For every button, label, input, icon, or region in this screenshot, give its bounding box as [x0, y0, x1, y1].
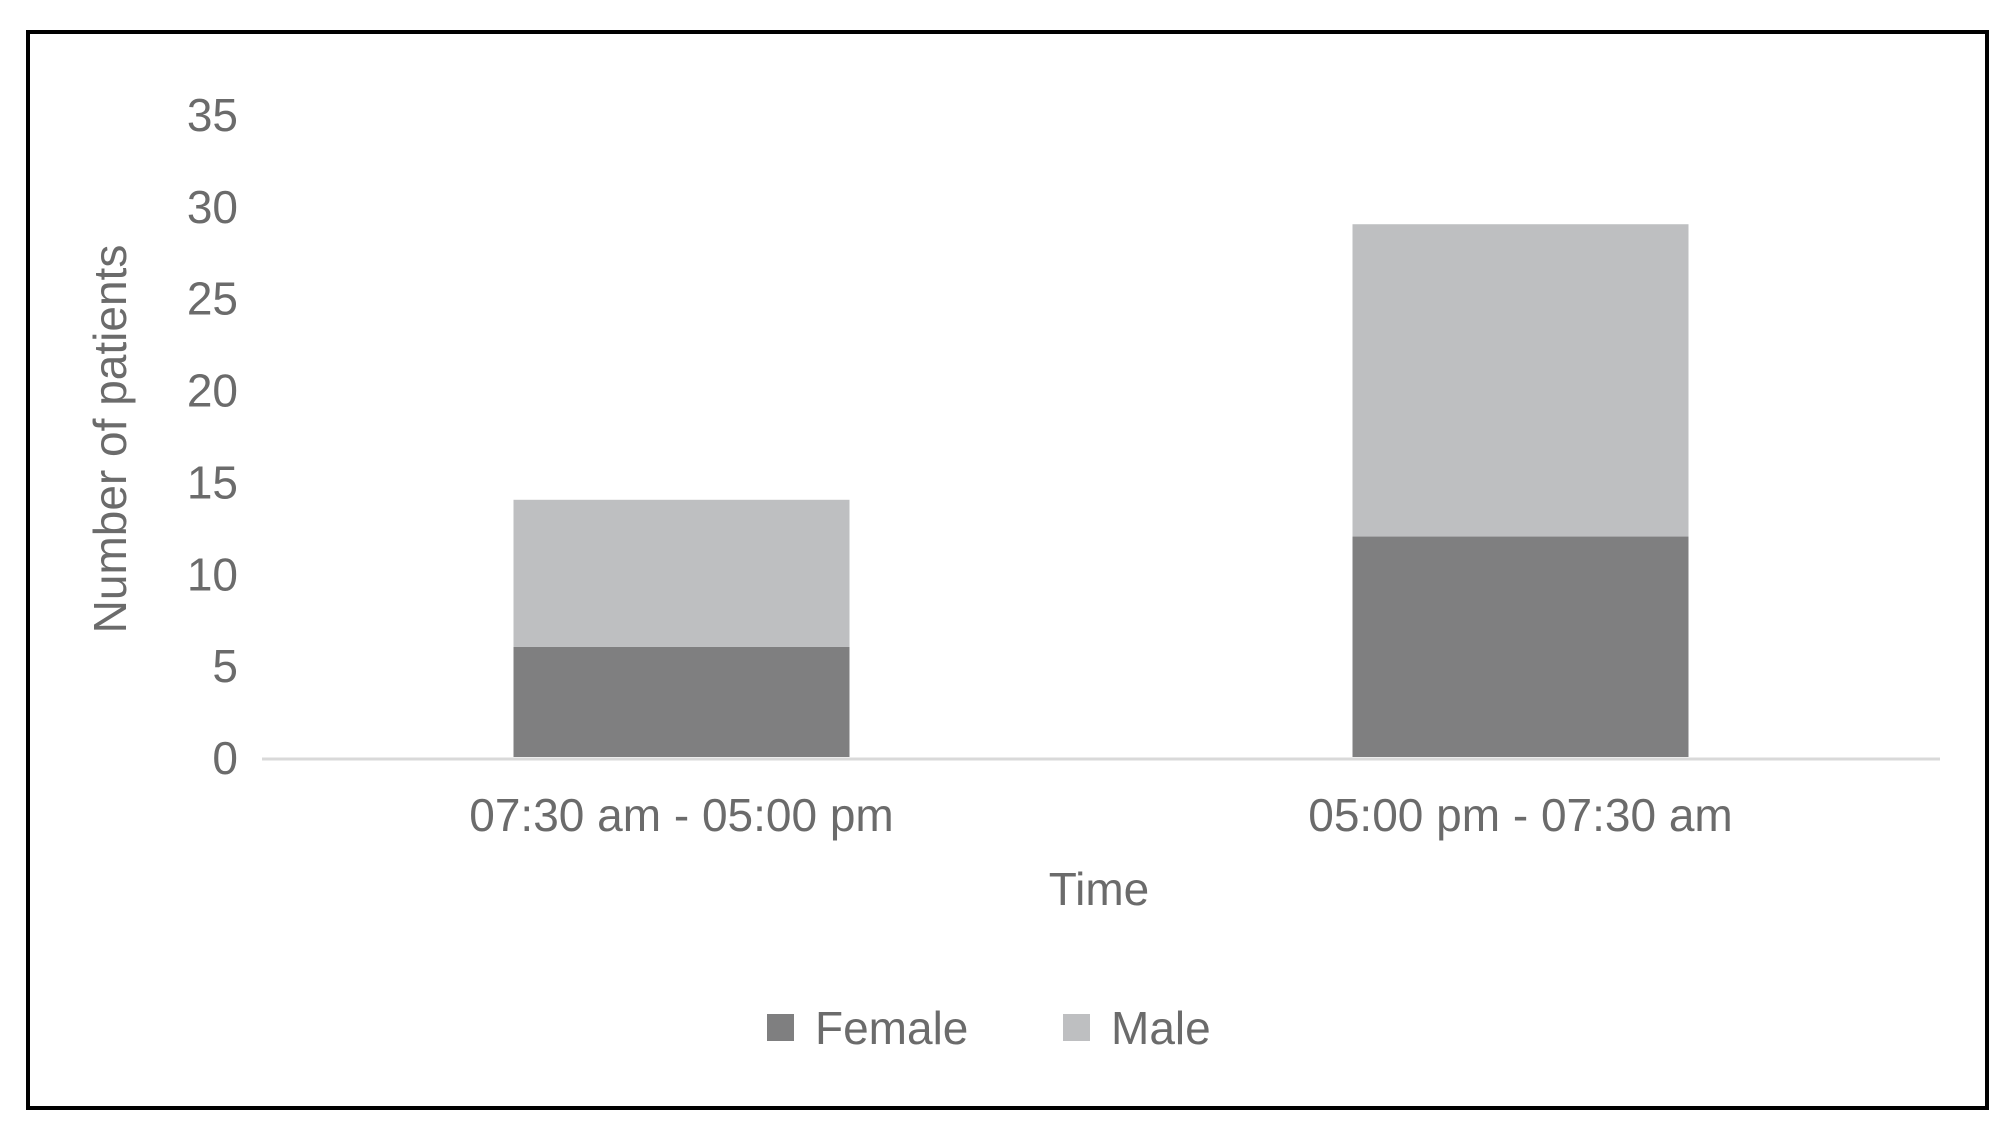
legend-label-male: Male	[1111, 1002, 1211, 1054]
bar-male-1	[513, 499, 850, 647]
y-tick-label: 5	[212, 640, 238, 692]
y-axis-title: Number of patients	[84, 245, 136, 634]
x-axis-title: Time	[1049, 863, 1150, 915]
y-tick-label: 20	[187, 365, 238, 417]
y-tick-label: 10	[187, 548, 238, 600]
bar-male-2	[1352, 224, 1689, 537]
bar-female-1	[513, 646, 850, 757]
y-axis-ticks: 0 5 10 15 20 25 30 35	[187, 89, 238, 784]
x-tick-label: 07:30 am - 05:00 pm	[469, 789, 893, 841]
x-axis-ticks: 07:30 am - 05:00 pm 05:00 pm - 07:30 am	[469, 789, 1732, 841]
bars	[513, 224, 1689, 757]
y-tick-label: 25	[187, 273, 238, 325]
legend: Female Male	[767, 1002, 1211, 1054]
y-tick-label: 0	[212, 732, 238, 784]
legend-swatch-male	[1063, 1014, 1090, 1041]
legend-label-female: Female	[815, 1002, 968, 1054]
y-tick-label: 15	[187, 456, 238, 508]
bar-female-2	[1352, 536, 1689, 757]
y-tick-label: 35	[187, 89, 238, 141]
legend-swatch-female	[767, 1014, 794, 1041]
y-tick-label: 30	[187, 181, 238, 233]
x-tick-label: 05:00 pm - 07:30 am	[1308, 789, 1732, 841]
